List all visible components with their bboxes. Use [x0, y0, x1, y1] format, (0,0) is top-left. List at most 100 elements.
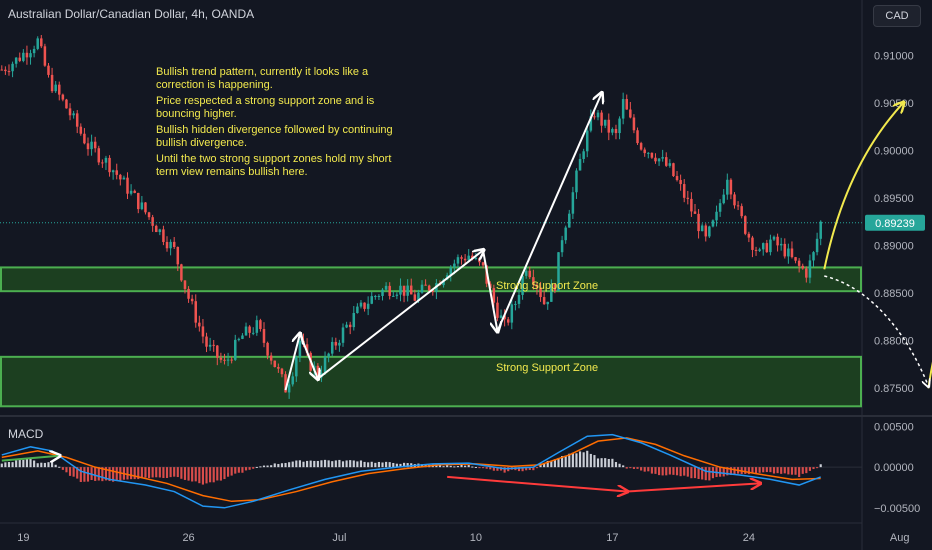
macd-histogram-bar: [306, 460, 309, 468]
time-tick-label: 19: [17, 532, 29, 544]
macd-histogram-bar: [780, 467, 783, 474]
candle-body: [496, 302, 499, 318]
candle-body: [86, 143, 90, 150]
macd-histogram-bar: [147, 467, 151, 478]
candle-body: [216, 345, 219, 358]
candle-body: [596, 112, 600, 118]
candle-body: [722, 194, 725, 204]
macd-histogram-bar: [18, 459, 21, 468]
macd-histogram-bar: [4, 462, 7, 468]
macd-histogram-bar: [485, 467, 488, 469]
candle-body: [514, 303, 517, 305]
candle-body: [761, 243, 765, 250]
trend-arrow: [482, 250, 497, 331]
candle-body: [805, 268, 808, 278]
macd-histogram-bar: [83, 467, 86, 482]
candle-body: [0, 69, 4, 71]
candle-body: [568, 213, 571, 228]
macd-histogram-bar: [661, 467, 664, 476]
trend-arrow: [317, 250, 483, 380]
macd-histogram-bar: [790, 467, 794, 475]
macd-histogram-bar: [668, 467, 671, 475]
candle-body: [603, 119, 607, 126]
macd-histogram-bar: [557, 457, 560, 468]
macd-histogram-bar: [438, 465, 442, 468]
macd-histogram-bar: [288, 462, 291, 468]
candle-body: [280, 368, 284, 375]
candle-body: [614, 129, 618, 134]
candle-body: [295, 357, 298, 377]
candle-body: [58, 84, 61, 95]
candle-body: [474, 257, 478, 259]
macd-histogram-bar: [769, 467, 772, 473]
macd-histogram-bar: [29, 458, 32, 468]
macd-histogram-bar: [226, 467, 230, 477]
macd-histogram-bar: [7, 462, 11, 468]
candle-body: [237, 338, 241, 340]
candle-body: [137, 192, 140, 210]
candle-body: [409, 285, 413, 295]
candle-body: [420, 284, 424, 293]
macd-histogram-bar: [783, 467, 786, 474]
candle-body: [686, 197, 690, 199]
candle-body: [769, 239, 772, 253]
candle-body: [546, 301, 549, 305]
candle-body: [672, 163, 675, 177]
macd-histogram-bar: [115, 467, 118, 481]
macd-histogram-bar: [496, 467, 499, 471]
macd-histogram-bar: [58, 466, 61, 468]
candle-body: [201, 326, 205, 337]
macd-histogram-bar: [198, 467, 201, 484]
macd-histogram-bar: [765, 467, 768, 473]
macd-histogram-bar: [140, 467, 143, 478]
candle-body: [165, 241, 169, 249]
macd-histogram-bar: [262, 465, 266, 468]
macd-histogram-bar: [722, 467, 725, 477]
candle-body: [636, 130, 639, 144]
macd-histogram-bar: [363, 461, 366, 468]
macd-histogram-bar: [76, 467, 79, 479]
candle-body: [578, 158, 582, 171]
macd-histogram-bar: [209, 467, 212, 483]
candle-body: [535, 284, 539, 288]
macd-histogram-bar: [568, 453, 571, 468]
candle-body: [424, 284, 427, 286]
candle-body: [460, 257, 463, 259]
candle-body: [212, 344, 215, 346]
candle-body: [794, 257, 797, 261]
candle-body: [198, 322, 201, 327]
candle-body: [187, 288, 190, 299]
candle-body: [50, 74, 54, 92]
candle-body: [528, 270, 532, 278]
candle-body: [147, 212, 151, 218]
macd-histogram-bar: [392, 462, 395, 468]
macd-histogram-bar: [701, 467, 704, 480]
candle-body: [392, 295, 395, 297]
candle-body: [140, 202, 144, 210]
macd-histogram-bar: [381, 462, 384, 468]
candle-body: [643, 149, 646, 154]
candle-body: [341, 327, 345, 343]
macd-histogram-bar: [456, 465, 460, 468]
candle-body: [176, 246, 180, 265]
macd-histogram-bar: [596, 458, 600, 468]
macd-histogram-bar: [521, 467, 524, 472]
candle-body: [18, 57, 22, 61]
macd-histogram-bar: [244, 467, 248, 471]
candle-body: [650, 152, 654, 158]
macd-histogram-bar: [151, 467, 154, 478]
macd-histogram-bar: [489, 467, 492, 470]
candle-body: [90, 141, 93, 150]
candle-body: [259, 320, 262, 329]
candle-body: [126, 177, 129, 194]
candle-body: [72, 113, 75, 116]
price-tick-label: 0.88000: [874, 336, 914, 348]
currency-button[interactable]: CAD: [873, 5, 921, 27]
macd-histogram-bar: [255, 466, 258, 468]
candle-body: [815, 238, 819, 253]
macd-histogram-bar: [291, 461, 294, 468]
candle-body: [729, 179, 733, 195]
macd-histogram-bar: [607, 459, 610, 468]
candle-body: [25, 52, 29, 58]
